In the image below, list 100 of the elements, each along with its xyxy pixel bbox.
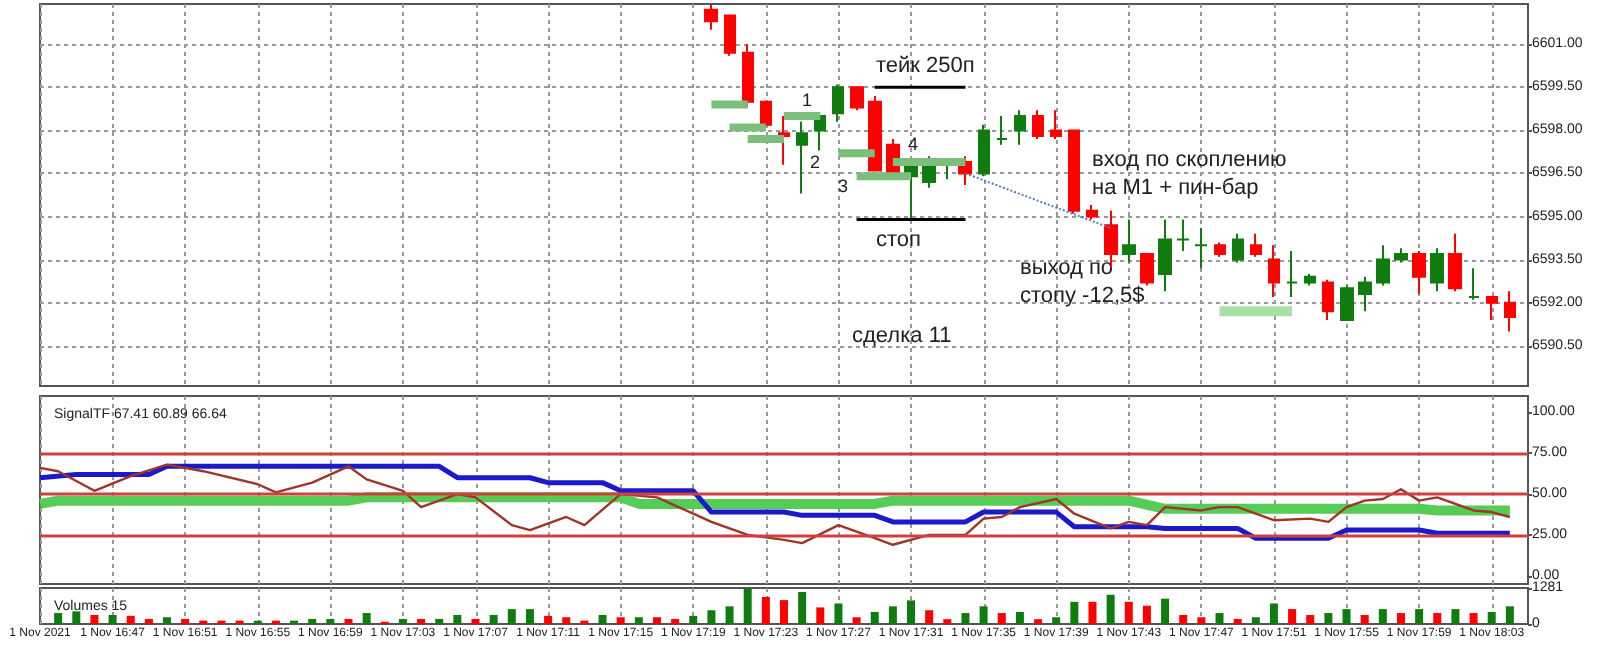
bar — [362, 613, 371, 624]
candlestick — [1394, 247, 1408, 264]
bar — [1251, 617, 1260, 624]
bar — [888, 606, 897, 624]
bar — [72, 611, 81, 624]
bar — [1324, 613, 1333, 624]
bar — [798, 591, 807, 624]
candlestick — [760, 100, 772, 129]
candlestick — [1232, 232, 1244, 264]
candlestick — [1032, 109, 1044, 140]
annotation: стоп — [876, 228, 922, 252]
bar — [562, 617, 571, 624]
candlestick — [1140, 252, 1154, 287]
bar — [163, 617, 172, 624]
bar — [126, 615, 135, 624]
bar — [907, 600, 916, 624]
annotation: вход по скоплению на М1 + пин-бар — [1092, 148, 1287, 200]
candlestick — [996, 115, 1008, 146]
bar — [471, 618, 480, 624]
bar — [979, 606, 988, 624]
candlestick — [1430, 247, 1444, 293]
bar — [1505, 606, 1514, 624]
candlestick — [1250, 232, 1262, 258]
bar — [544, 615, 553, 624]
bar — [852, 617, 861, 624]
bar — [144, 618, 153, 624]
bar — [925, 610, 934, 624]
bar — [344, 618, 353, 624]
candlestick — [1086, 204, 1098, 221]
bar — [1288, 609, 1297, 624]
bar — [1342, 609, 1351, 624]
candlestick — [1322, 278, 1334, 321]
bar — [308, 618, 317, 624]
bar — [507, 609, 516, 624]
bar — [398, 618, 407, 624]
candlestick — [796, 120, 808, 195]
bar — [489, 615, 498, 624]
candlestick — [1448, 232, 1462, 293]
bar — [1360, 615, 1369, 624]
bar — [725, 606, 734, 624]
candlestick — [1176, 218, 1190, 253]
bar — [1015, 611, 1024, 624]
bar — [1378, 609, 1387, 624]
bar — [634, 617, 643, 624]
bar — [90, 615, 99, 624]
bar — [1233, 618, 1242, 624]
candlestick — [850, 86, 864, 112]
candlestick — [1268, 244, 1280, 298]
bar — [1142, 605, 1151, 624]
bar — [1161, 598, 1170, 624]
candlestick — [1122, 218, 1136, 264]
bar — [707, 610, 716, 624]
candlestick — [1340, 284, 1354, 321]
bar — [1070, 601, 1079, 624]
bar — [1124, 601, 1133, 624]
bar — [1469, 613, 1478, 624]
candlestick — [1286, 250, 1298, 298]
bar — [453, 615, 462, 624]
annotation: 3 — [838, 176, 849, 196]
annotation: сделка 11 — [852, 324, 952, 348]
bar — [1215, 613, 1224, 624]
bar — [1088, 601, 1097, 624]
bar — [1487, 611, 1496, 624]
candlestick — [1412, 250, 1426, 296]
bar — [1306, 615, 1315, 624]
candlestick — [832, 83, 844, 123]
candlestick — [704, 3, 718, 31]
annotation: 1 — [802, 90, 813, 110]
candlestick — [1158, 218, 1172, 293]
bar — [525, 609, 534, 624]
bar — [417, 618, 426, 624]
candlestick — [724, 14, 736, 57]
bar — [652, 617, 661, 624]
candlestick — [1050, 109, 1062, 140]
annotation: 4 — [908, 134, 919, 154]
annotation: тейк 250п — [876, 54, 975, 78]
bar — [1179, 615, 1188, 624]
bar — [108, 615, 117, 624]
bar — [1052, 617, 1061, 624]
bar — [1106, 594, 1115, 624]
bar — [689, 615, 698, 624]
bar — [761, 597, 770, 624]
candlestick — [1014, 109, 1026, 146]
candlestick — [1486, 295, 1498, 321]
bar — [780, 600, 788, 624]
candlestick — [1194, 227, 1208, 270]
bar — [1396, 613, 1405, 624]
bar — [598, 615, 607, 624]
bar — [961, 613, 970, 624]
bar — [870, 611, 879, 624]
bar — [1269, 603, 1278, 624]
bar — [834, 603, 843, 624]
bar — [54, 613, 63, 624]
bar — [1197, 617, 1206, 624]
bar — [326, 618, 335, 624]
bar — [997, 613, 1006, 624]
candlestick — [1358, 275, 1372, 313]
bar — [1451, 609, 1460, 624]
bar — [816, 607, 825, 624]
candlestick — [868, 94, 882, 172]
